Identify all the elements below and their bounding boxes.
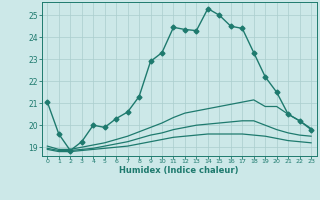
X-axis label: Humidex (Indice chaleur): Humidex (Indice chaleur)	[119, 166, 239, 175]
